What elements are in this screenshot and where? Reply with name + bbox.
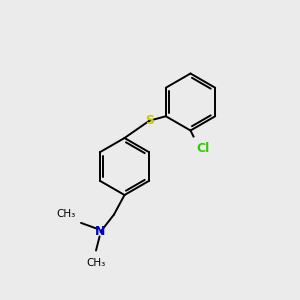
Text: S: S (145, 114, 154, 127)
Text: Cl: Cl (196, 142, 210, 155)
Text: N: N (95, 225, 106, 239)
Text: CH₃: CH₃ (56, 209, 76, 219)
Text: CH₃: CH₃ (86, 258, 106, 268)
